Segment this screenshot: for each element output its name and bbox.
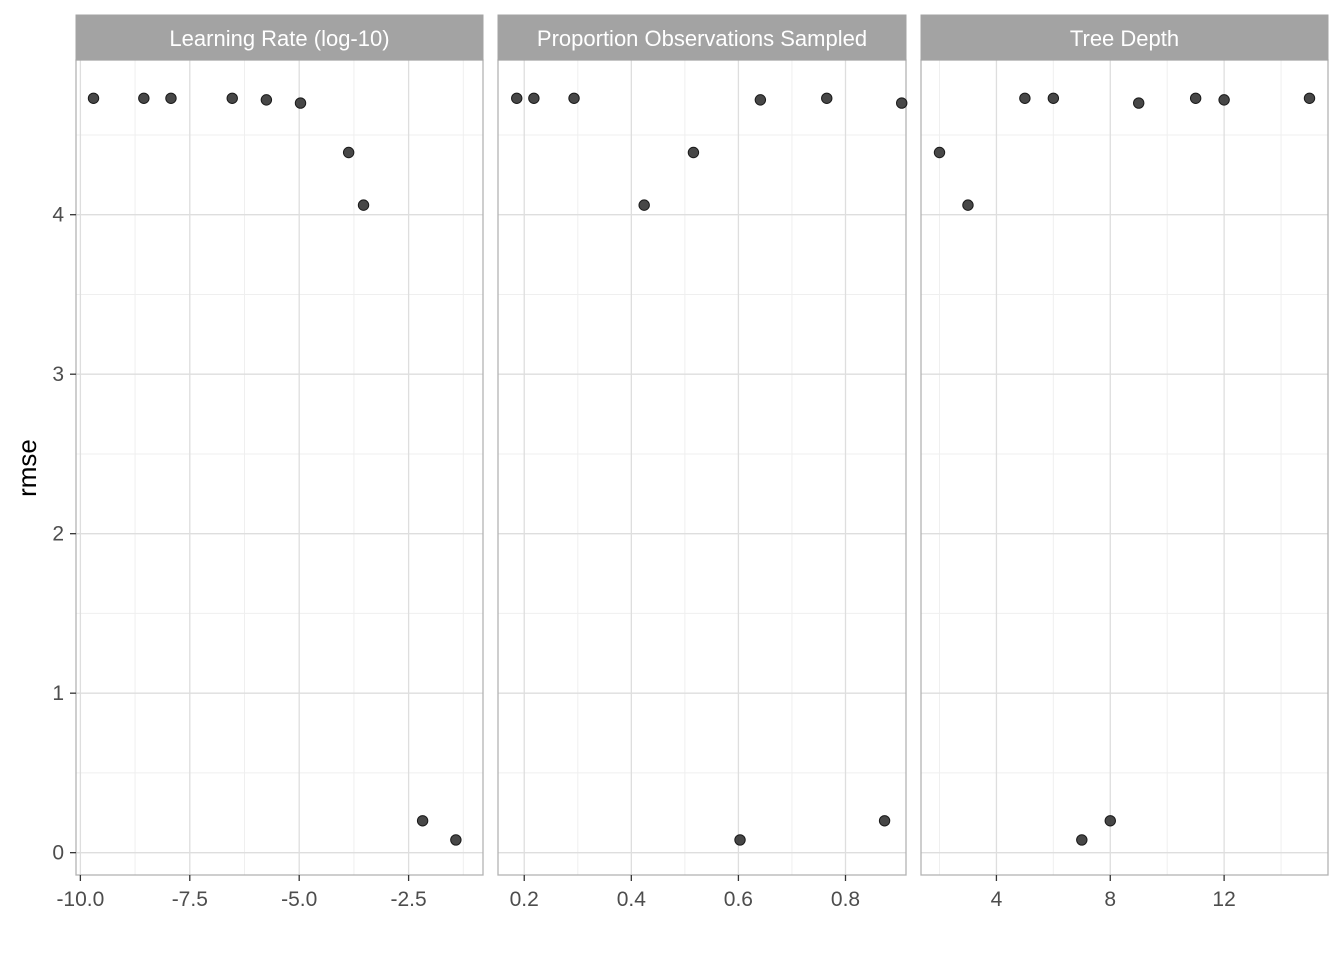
facet-panel-2: Proportion Observations Sampled 0.2 0.4 0.6… — [497, 14, 908, 911]
x-tick-label: 0.2 — [510, 888, 539, 911]
x-tick-label: 12 — [1212, 888, 1235, 911]
data-point — [226, 92, 238, 104]
y-tick-label: 3 — [52, 363, 64, 386]
panel-border — [920, 59, 1329, 876]
y-tick-label: 0 — [52, 842, 64, 865]
data-point — [294, 97, 307, 109]
data-point — [638, 199, 650, 211]
data-point — [138, 92, 150, 104]
panel-border — [497, 59, 907, 876]
x-tick-label: -7.5 — [172, 888, 208, 911]
x-tick-label: 0.4 — [617, 888, 647, 911]
data-point — [260, 94, 273, 106]
data-point — [1189, 92, 1202, 104]
y-tick-label: 1 — [52, 682, 64, 705]
data-point — [342, 146, 355, 159]
data-point — [416, 815, 429, 827]
data-point — [1047, 92, 1060, 104]
data-point — [1218, 94, 1230, 106]
data-point — [87, 92, 100, 104]
facet-strip — [497, 14, 907, 61]
x-tick-label: -5.0 — [281, 888, 317, 911]
data-point — [878, 815, 891, 827]
facet-strip-label: Proportion Observations Sampled — [537, 26, 867, 51]
data-point — [933, 146, 946, 159]
x-tick-label: -10.0 — [56, 888, 104, 911]
facet-panel-3: Tree Depth 4 8 12 — [920, 14, 1329, 911]
data-point — [511, 92, 523, 104]
data-point — [1133, 97, 1145, 109]
facet-strip — [75, 14, 484, 61]
data-point — [568, 92, 580, 104]
data-point — [896, 97, 908, 109]
y-axis-title: rmse — [12, 439, 42, 497]
panel-border — [75, 59, 484, 876]
data-point — [754, 94, 767, 106]
data-point — [357, 199, 370, 211]
facet-panel-1: Learning Rate (log-10) -10.0 -7.5 -5.0 -2.5 0… — [52, 14, 484, 911]
data-point — [734, 834, 746, 846]
data-point — [450, 834, 462, 846]
data-point — [1076, 834, 1088, 846]
x-tick-label: 8 — [1104, 888, 1116, 911]
data-point — [1019, 92, 1031, 104]
x-tick-label: 0.8 — [831, 888, 860, 911]
data-point — [528, 92, 540, 104]
data-point — [962, 199, 974, 211]
facet-strip-label: Learning Rate (log-10) — [169, 26, 389, 51]
data-point — [1303, 92, 1316, 104]
facet-strip — [920, 14, 1329, 61]
x-tick-label: -2.5 — [391, 888, 427, 911]
data-point — [687, 146, 700, 159]
data-point — [821, 92, 833, 104]
y-tick-label: 4 — [52, 204, 64, 227]
x-tick-label: 4 — [991, 888, 1003, 911]
x-tick-label: 0.6 — [724, 888, 753, 911]
data-point — [165, 92, 177, 104]
facet-strip-label: Tree Depth — [1070, 26, 1179, 51]
y-tick-label: 2 — [52, 523, 64, 546]
data-point — [1104, 815, 1116, 827]
